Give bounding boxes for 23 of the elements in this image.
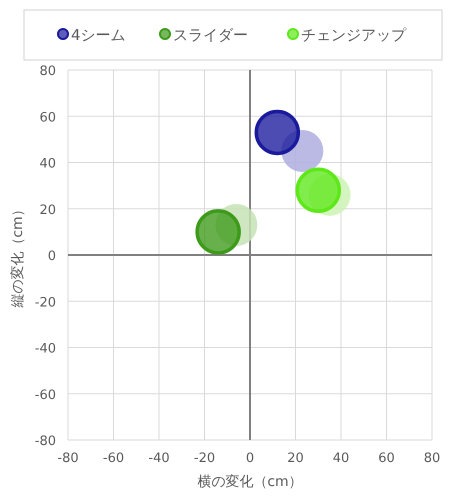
x-axis-title: 横の変化（cm） (197, 474, 303, 490)
y-tick-label: 60 (39, 110, 56, 126)
y-tick-label: -80 (34, 434, 56, 449)
x-tick-label: 60 (378, 451, 395, 466)
legend-label: スライダー (173, 26, 248, 44)
x-tick-label: -20 (194, 451, 216, 466)
x-tick-label: -60 (102, 451, 124, 466)
x-tick-label: -80 (57, 451, 79, 466)
y-tick-label: -60 (34, 388, 56, 403)
y-tick-label: -40 (34, 342, 56, 356)
x-tick-label: -40 (148, 451, 170, 466)
x-tick-label: 0 (246, 451, 254, 466)
y-axis-title: 縦の変化（cm） (10, 202, 26, 309)
y-tick-label: 20 (39, 202, 56, 218)
y-tick-label: 80 (39, 64, 56, 79)
y-tick-label: 40 (39, 156, 56, 172)
legend-label: 4シーム (71, 26, 126, 44)
y-tick-label: -20 (34, 295, 56, 310)
x-tick-label: 40 (332, 451, 350, 466)
legend-label: チェンジアップ (301, 26, 407, 44)
x-tick-label: 20 (287, 451, 304, 466)
y-tick-label: 0 (48, 249, 56, 264)
x-tick-label: 80 (424, 451, 440, 466)
